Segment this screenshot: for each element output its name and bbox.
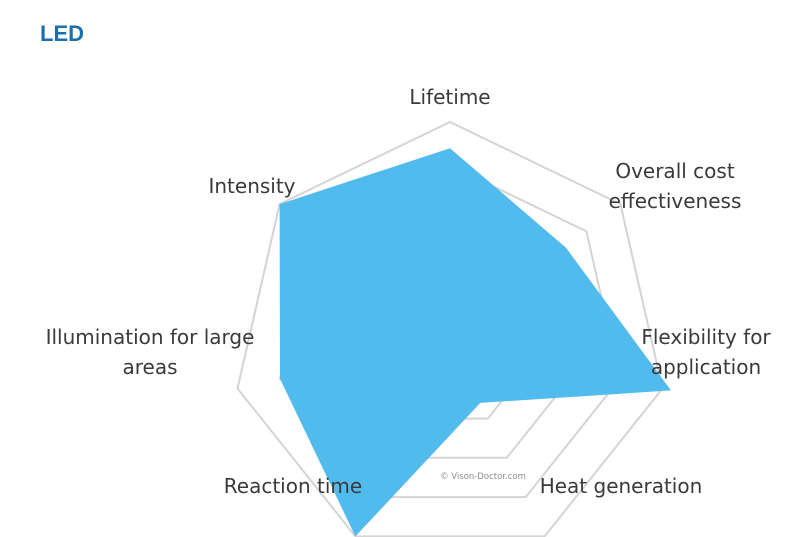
- category-label-line: Intensity: [208, 174, 295, 198]
- watermark-text: © Vison-Doctor.com: [440, 472, 526, 482]
- category-label-7: Intensity: [208, 174, 295, 198]
- category-label-line: Flexibility for: [641, 325, 771, 349]
- category-label-line: effectiveness: [609, 189, 742, 213]
- category-label-line: application: [651, 355, 761, 379]
- category-label-4: Heat generation: [540, 474, 703, 498]
- series-area-1: [279, 148, 671, 537]
- category-label-line: Overall cost: [615, 159, 734, 183]
- category-label-line: Lifetime: [409, 85, 490, 109]
- category-label-1: Lifetime: [409, 85, 490, 109]
- radar-series: [279, 148, 671, 537]
- category-labels: Lifetime Overall cost effectiveness Flexibi…: [46, 85, 772, 498]
- chart-title: LED: [40, 21, 84, 46]
- category-label-3: Flexibility for application: [641, 325, 771, 379]
- category-label-line: Illumination for large: [46, 325, 255, 349]
- grid-ring-5: [236, 120, 664, 537]
- category-label-line: areas: [122, 355, 177, 379]
- category-label-2: Overall cost effectiveness: [609, 159, 742, 213]
- category-label-line: Heat generation: [540, 474, 703, 498]
- category-label-5: Reaction time: [224, 474, 362, 498]
- category-label-line: Reaction time: [224, 474, 362, 498]
- category-label-6: Illumination for large areas: [46, 325, 255, 379]
